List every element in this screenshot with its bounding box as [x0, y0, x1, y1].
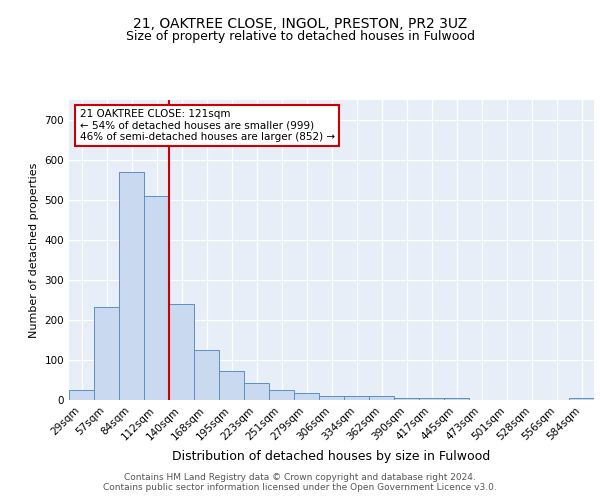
Text: Size of property relative to detached houses in Fulwood: Size of property relative to detached ho… — [125, 30, 475, 43]
Bar — [119, 172, 144, 400]
Bar — [444, 398, 469, 400]
Bar — [144, 196, 169, 400]
Bar — [69, 390, 94, 400]
Bar — [194, 350, 219, 400]
Bar — [244, 383, 269, 400]
Bar — [94, 307, 119, 400]
Bar — [344, 396, 369, 400]
Bar — [319, 396, 344, 400]
X-axis label: Distribution of detached houses by size in Fulwood: Distribution of detached houses by size … — [172, 450, 491, 463]
Bar — [419, 398, 444, 400]
Text: Contains public sector information licensed under the Open Government Licence v3: Contains public sector information licen… — [103, 484, 497, 492]
Text: Contains HM Land Registry data © Crown copyright and database right 2024.: Contains HM Land Registry data © Crown c… — [124, 472, 476, 482]
Bar — [169, 304, 194, 400]
Bar — [294, 393, 319, 400]
Bar — [569, 398, 594, 400]
Bar — [269, 390, 294, 400]
Text: 21, OAKTREE CLOSE, INGOL, PRESTON, PR2 3UZ: 21, OAKTREE CLOSE, INGOL, PRESTON, PR2 3… — [133, 18, 467, 32]
Bar — [369, 396, 394, 400]
Y-axis label: Number of detached properties: Number of detached properties — [29, 162, 39, 338]
Text: 21 OAKTREE CLOSE: 121sqm
← 54% of detached houses are smaller (999)
46% of semi-: 21 OAKTREE CLOSE: 121sqm ← 54% of detach… — [79, 109, 335, 142]
Bar — [394, 398, 419, 400]
Bar — [219, 371, 244, 400]
